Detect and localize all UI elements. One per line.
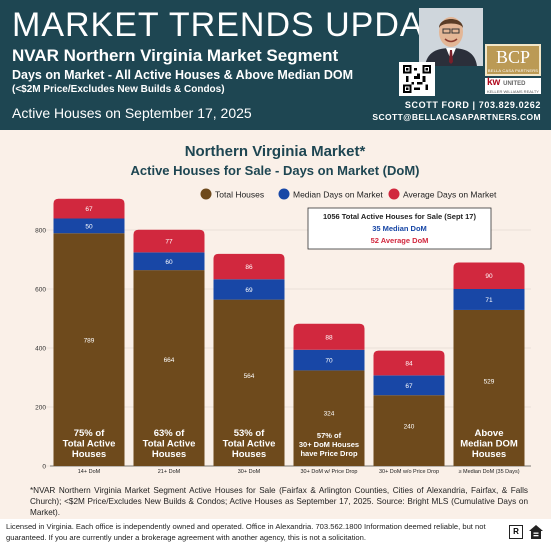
bar-median-dom [133, 252, 205, 271]
x-tick-label: ≥ Median DoM (35 Days) [458, 469, 519, 475]
bar-percent-label: Total Active [143, 439, 196, 450]
bar-percent-label: 75% of [74, 428, 105, 439]
bar-median-dom [373, 375, 445, 396]
agent-name-phone: SCOTT FORD | 703.829.0262 [404, 100, 541, 110]
x-tick-label: 30+ DoM w/o Price Drop [379, 469, 439, 475]
data-label-median: 69 [245, 287, 253, 294]
bar-total-houses [293, 370, 365, 466]
legend-swatch [278, 188, 290, 200]
data-label-total: 789 [84, 338, 95, 345]
bar-average-dom [453, 262, 525, 289]
data-label-median: 70 [325, 358, 333, 365]
bar-percent-label: 57% of [317, 431, 342, 440]
data-label-total: 664 [164, 357, 175, 364]
chart-subtitle: Active Houses for Sale - Days on Market … [131, 163, 420, 178]
disclaimer-bar: Licensed in Virginia. Each office is ind… [0, 519, 551, 551]
bar-percent-label: Houses [152, 449, 186, 460]
data-label-median: 71 [485, 297, 493, 304]
disclaimer-text: Licensed in Virginia. Each office is ind… [6, 522, 486, 542]
data-label-total: 529 [484, 378, 495, 385]
bar-percent-label: 30+ DoM Houses [299, 440, 359, 449]
page-title: MARKET TRENDS UPDATE [12, 6, 467, 44]
legend-label: Total Houses [215, 190, 264, 200]
annotation-median: 35 Median DoM [372, 224, 427, 233]
kw-logo-word: UNITED [503, 81, 526, 87]
bar-percent-label: Houses [72, 449, 106, 460]
bar-total-houses [373, 395, 445, 466]
bar-total-houses [213, 299, 285, 466]
header-banner: MARKET TRENDS UPDATE NVAR Northern Virgi… [0, 0, 551, 130]
bar-median-dom [293, 349, 365, 371]
bar-total-houses [53, 233, 125, 466]
segment-title: NVAR Northern Virginia Market Segment [12, 46, 339, 65]
bar-percent-label: Houses [472, 449, 506, 460]
data-label-average: 86 [245, 264, 253, 271]
data-label-average: 88 [325, 334, 333, 341]
x-tick-label: 14+ DoM [78, 469, 101, 475]
legend-swatch [388, 188, 400, 200]
bar-percent-label: Total Active [223, 439, 276, 450]
keller-williams-logo: kw UNITED KELLER WILLIAMS REALTY [485, 78, 541, 94]
bar-average-dom [213, 253, 285, 280]
bar-median-dom [213, 279, 285, 300]
annotation-total: 1056 Total Active Houses for Sale (Sept … [323, 212, 476, 221]
legend-label: Median Days on Market [293, 190, 383, 200]
bar-total-houses [453, 309, 525, 466]
qr-code[interactable] [399, 62, 435, 96]
agent-email[interactable]: SCOTT@BELLACASAPARTNERS.COM [372, 112, 541, 122]
y-tick-label: 600 [35, 287, 46, 294]
data-label-median: 67 [405, 383, 413, 390]
y-tick-label: 800 [35, 228, 46, 235]
x-tick-label: 30+ DoM [238, 469, 261, 475]
data-label-median: 60 [165, 259, 173, 266]
data-label-total: 240 [404, 423, 415, 430]
bcp-logo-text: BCP [495, 47, 531, 67]
data-label-average: 90 [485, 273, 493, 280]
footnote: *NVAR Northern Virginia Market Segment A… [30, 486, 528, 517]
bar-percent-label: 63% of [154, 428, 185, 439]
realtor-r-icon: R [509, 525, 523, 539]
data-label-average: 67 [85, 206, 93, 213]
agent-photo [419, 8, 483, 66]
legend-swatch [200, 188, 212, 200]
x-tick-label: 30+ DoM w/ Price Drop [300, 469, 357, 475]
date-line: Active Houses on September 17, 2025 [12, 105, 252, 121]
bar-median-dom [53, 218, 125, 234]
dom-bar-chart: Northern Virginia Market* Active Houses f… [35, 143, 531, 475]
bar-average-dom [293, 323, 365, 350]
annotation-box [307, 207, 492, 250]
data-label-total: 324 [324, 410, 335, 417]
equal-housing-icon [529, 525, 543, 539]
y-tick-label: 400 [35, 346, 46, 353]
legend-label: Average Days on Market [403, 190, 497, 200]
y-tick-label: 0 [42, 464, 46, 471]
data-label-total: 564 [244, 373, 255, 380]
bar-total-houses [133, 270, 205, 466]
bar-average-dom [133, 229, 205, 253]
chart-panel: Northern Virginia Market* Active Houses f… [0, 130, 551, 520]
bar-percent-label: Total Active [63, 439, 116, 450]
bar-average-dom [53, 198, 125, 219]
bcp-logo-subtext: BELLA CASA PARTNERS [487, 68, 539, 73]
data-label-average: 84 [405, 361, 413, 368]
kw-logo-mark: kw [487, 77, 501, 88]
bar-percent-label: have Price Drop [300, 449, 358, 458]
bar-median-dom [453, 289, 525, 310]
kw-logo-subtext: KELLER WILLIAMS REALTY [487, 89, 539, 94]
y-tick-label: 200 [35, 405, 46, 412]
bar-percent-label: Houses [232, 449, 266, 460]
bar-average-dom [373, 350, 445, 376]
bella-casa-logo: BCP BELLA CASA PARTNERS [485, 44, 541, 76]
segment-filter-note: (<$2M Price/Excludes New Builds & Condos… [12, 84, 225, 95]
bar-percent-label: Above [474, 428, 503, 439]
segment-subtitle: Days on Market - All Active Houses & Abo… [12, 68, 354, 82]
data-label-average: 77 [165, 239, 173, 246]
bar-percent-label: Median DOM [460, 439, 518, 450]
data-label-median: 50 [85, 223, 93, 230]
x-tick-label: 21+ DoM [158, 469, 181, 475]
annotation-average: 52 Average DoM [371, 236, 429, 245]
bar-percent-label: 53% of [234, 428, 265, 439]
chart-title: Northern Virginia Market* [185, 143, 366, 160]
